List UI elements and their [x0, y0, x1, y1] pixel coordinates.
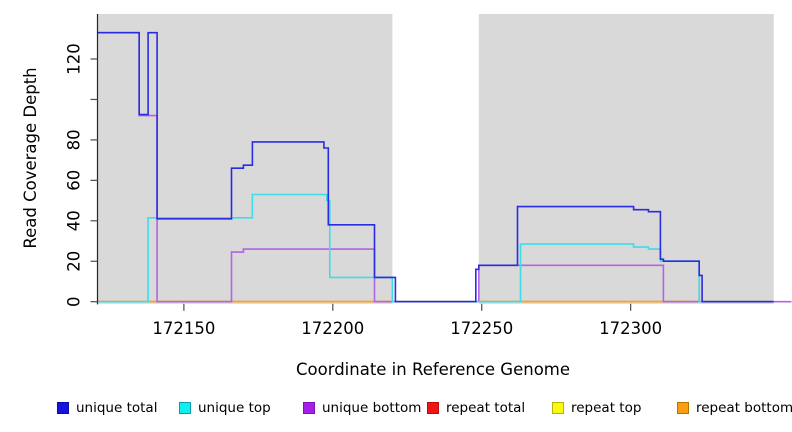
- series-unique-bottom: [97, 31, 792, 303]
- plot-background: [97, 14, 774, 304]
- legend-label-repeat-total: repeat total: [446, 400, 526, 416]
- legend-item-repeat-top: repeat top: [552, 400, 641, 416]
- y-tick-label: 40: [65, 210, 84, 231]
- legend-label-unique-top: unique top: [198, 400, 271, 416]
- shaded-region: [97, 14, 393, 304]
- x-axis-title: Coordinate in Reference Genome: [296, 360, 570, 379]
- x-tick-label: 172200: [301, 319, 364, 338]
- series-unique-total: [97, 31, 774, 303]
- chart-legend: unique total unique top unique bottom re…: [0, 397, 792, 421]
- shaded-region: [478, 14, 774, 304]
- y-axis-title: Read Coverage Depth: [21, 67, 40, 248]
- y-tick-label: 0: [65, 296, 84, 307]
- legend-swatch-unique-total: [57, 402, 69, 414]
- legend-swatch-unique-bottom: [303, 402, 315, 414]
- legend-item-unique-bottom: unique bottom: [303, 400, 421, 416]
- legend-label-unique-total: unique total: [76, 400, 158, 416]
- legend-swatch-repeat-bottom: [677, 402, 689, 414]
- y-tick-label: 120: [65, 43, 84, 75]
- legend-swatch-unique-top: [179, 402, 191, 414]
- legend-item-unique-total: unique total: [57, 400, 157, 416]
- series-lines: [97, 31, 792, 303]
- y-tick-label: 60: [65, 170, 84, 191]
- legend-item-repeat-bottom: repeat bottom: [677, 400, 792, 416]
- legend-label-repeat-top: repeat top: [571, 400, 642, 416]
- legend-swatch-repeat-top: [552, 402, 564, 414]
- x-tick-label: 172150: [152, 319, 215, 338]
- legend-label-repeat-bottom: repeat bottom: [696, 400, 792, 416]
- legend-item-repeat-total: repeat total: [427, 400, 525, 416]
- axes: 172150 172200 172250 172300 0 20 40 60 80 120: [65, 14, 662, 338]
- legend-swatch-repeat-total: [427, 402, 439, 414]
- y-tick-label: 20: [65, 251, 84, 272]
- y-tick-label: 80: [65, 129, 84, 150]
- x-tick-label: 172300: [599, 319, 662, 338]
- x-tick-label: 172250: [450, 319, 513, 338]
- legend-item-unique-top: unique top: [179, 400, 271, 416]
- legend-label-unique-bottom: unique bottom: [322, 400, 422, 416]
- coverage-chart: 172150 172200 172250 172300 0 20 40 60 80 120 Coo…: [21, 14, 792, 379]
